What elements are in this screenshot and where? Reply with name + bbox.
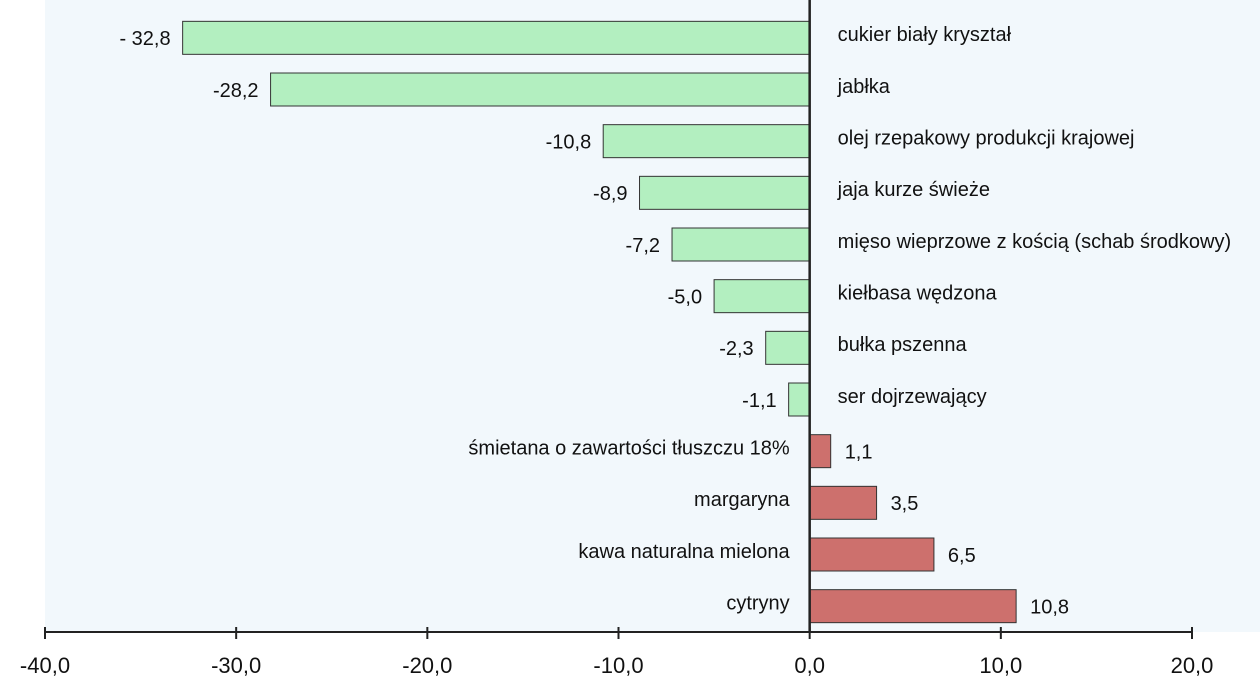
category-label: jaja kurze świeże <box>837 179 990 201</box>
category-label: bułka pszenna <box>838 334 968 356</box>
value-label: 3,5 <box>891 493 919 515</box>
value-label: 1,1 <box>845 441 873 463</box>
category-label: śmietana o zawartości tłuszczu 18% <box>468 437 789 459</box>
category-label: olej rzepakowy produkcji krajowej <box>838 127 1135 149</box>
x-tick-label: -20,0 <box>402 653 452 678</box>
value-label: 10,8 <box>1030 596 1069 618</box>
bar <box>713 279 811 314</box>
category-label: margaryna <box>694 489 790 511</box>
bar <box>809 589 1017 624</box>
category-label: cytryny <box>726 592 789 614</box>
category-label: cukier biały kryształ <box>838 24 1012 46</box>
value-label: -1,1 <box>742 390 776 412</box>
value-label: -8,9 <box>593 183 627 205</box>
value-label: 6,5 <box>948 545 976 567</box>
category-label: kiełbasa wędzona <box>838 282 998 304</box>
x-tick-label: 0,0 <box>794 653 825 678</box>
x-tick-label: -10,0 <box>593 653 643 678</box>
value-label: -2,3 <box>719 338 753 360</box>
category-label: jabłka <box>837 76 891 98</box>
value-label: -7,2 <box>626 235 660 257</box>
bar <box>809 537 935 572</box>
bar <box>602 124 811 159</box>
value-label: -10,8 <box>546 131 592 153</box>
value-label: -5,0 <box>668 286 702 308</box>
bar <box>765 330 811 365</box>
x-tick-label: 20,0 <box>1171 653 1214 678</box>
x-tick-label: -30,0 <box>211 653 261 678</box>
bar <box>809 434 832 469</box>
x-tick-label: 10,0 <box>979 653 1022 678</box>
value-label: - 32,8 <box>119 28 170 50</box>
bar <box>639 175 811 210</box>
bar <box>182 20 811 55</box>
bar <box>788 382 811 417</box>
value-label: -28,2 <box>213 80 259 102</box>
bar <box>671 227 811 262</box>
x-tick-label: -40,0 <box>20 653 70 678</box>
category-label: ser dojrzewający <box>838 386 987 408</box>
bar <box>809 485 878 520</box>
category-label: kawa naturalna mielona <box>578 541 790 563</box>
bar <box>270 72 811 107</box>
category-label: mięso wieprzowe z kością (schab środkowy… <box>838 231 1231 253</box>
